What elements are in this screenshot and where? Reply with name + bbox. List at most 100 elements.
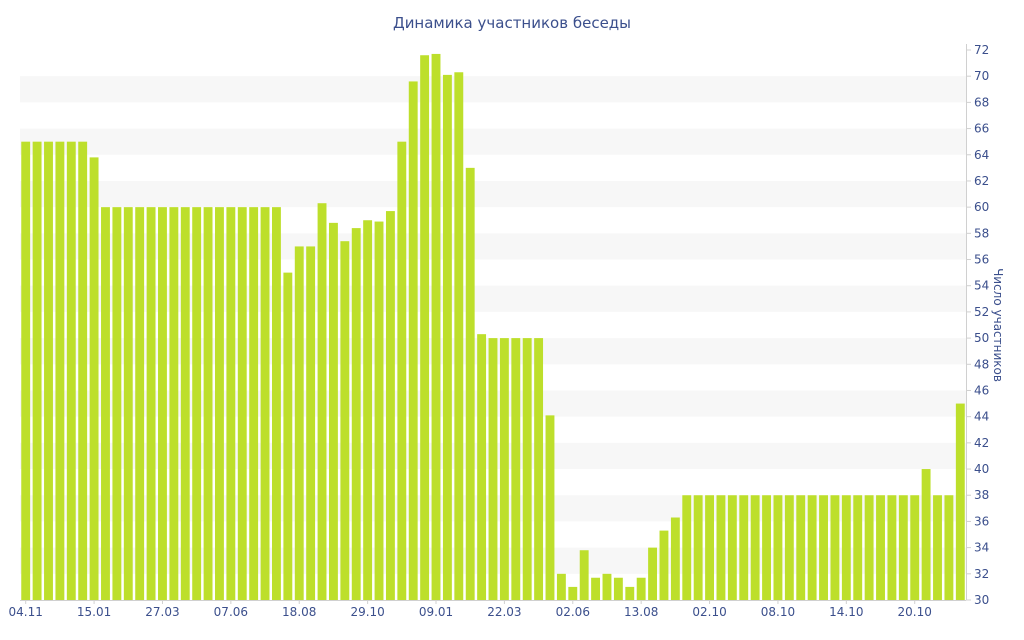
bar[interactable]	[545, 415, 555, 600]
bar[interactable]	[716, 495, 726, 600]
bar[interactable]	[249, 207, 259, 600]
bar[interactable]	[283, 272, 293, 600]
bar[interactable]	[955, 403, 965, 600]
bar[interactable]	[682, 495, 692, 600]
bar[interactable]	[66, 141, 76, 601]
bar[interactable]	[317, 203, 327, 600]
bar[interactable]	[773, 495, 783, 600]
bar[interactable]	[853, 495, 863, 600]
bar[interactable]	[830, 495, 840, 600]
bar[interactable]	[522, 338, 532, 600]
x-tick-label: 20.10	[898, 605, 932, 619]
bar[interactable]	[89, 157, 99, 600]
x-tick-label: 02.06	[556, 605, 590, 619]
bar[interactable]	[488, 338, 498, 600]
bar[interactable]	[169, 207, 179, 600]
bar[interactable]	[784, 495, 794, 600]
y-tick-label: 36	[974, 514, 989, 528]
bar[interactable]	[101, 207, 110, 600]
bar[interactable]	[226, 207, 236, 600]
bar[interactable]	[420, 55, 430, 601]
grid-band	[20, 180, 966, 208]
bar[interactable]	[123, 207, 133, 600]
bar[interactable]	[602, 573, 612, 600]
bar[interactable]	[158, 207, 167, 600]
bar[interactable]	[648, 547, 658, 600]
bar[interactable]	[465, 167, 475, 601]
x-tick-label: 15.01	[77, 605, 111, 619]
bar[interactable]	[260, 207, 270, 600]
bar[interactable]	[78, 141, 88, 601]
bar[interactable]	[306, 246, 316, 600]
bar[interactable]	[408, 81, 418, 601]
bar[interactable]	[146, 207, 156, 600]
bar[interactable]	[454, 72, 464, 600]
bar[interactable]	[351, 228, 361, 600]
bar[interactable]	[727, 495, 737, 600]
bar[interactable]	[272, 207, 281, 600]
bar[interactable]	[887, 495, 897, 600]
bar[interactable]	[340, 241, 350, 600]
bar[interactable]	[511, 338, 521, 600]
bar[interactable]	[898, 495, 908, 600]
bar[interactable]	[876, 495, 885, 600]
bar[interactable]	[750, 495, 760, 600]
bar[interactable]	[534, 338, 544, 600]
bar[interactable]	[135, 207, 145, 600]
y-tick-label: 32	[974, 567, 989, 581]
x-tick-label: 18.08	[282, 605, 316, 619]
bar[interactable]	[819, 495, 828, 600]
bar[interactable]	[739, 495, 749, 600]
bar[interactable]	[762, 495, 771, 600]
bar[interactable]	[556, 573, 566, 600]
bar[interactable]	[841, 495, 851, 600]
bar[interactable]	[44, 141, 53, 601]
bar[interactable]	[180, 207, 190, 600]
y-tick-label: 58	[974, 226, 989, 240]
bar[interactable]	[294, 246, 304, 600]
bar[interactable]	[385, 211, 395, 600]
bar[interactable]	[192, 207, 202, 600]
bar[interactable]	[203, 207, 213, 600]
bar[interactable]	[374, 221, 384, 601]
bar[interactable]	[477, 334, 487, 600]
bar[interactable]	[579, 550, 589, 600]
bar[interactable]	[591, 577, 601, 600]
bar[interactable]	[705, 495, 714, 600]
bar[interactable]	[21, 141, 31, 601]
bar[interactable]	[864, 495, 874, 600]
bar[interactable]	[55, 141, 65, 601]
bar[interactable]	[328, 222, 338, 601]
bar[interactable]	[933, 495, 942, 600]
bar[interactable]	[625, 586, 635, 600]
bar[interactable]	[237, 207, 247, 600]
bar[interactable]	[431, 53, 441, 601]
bar[interactable]	[693, 495, 703, 600]
bar[interactable]	[807, 495, 817, 600]
bar[interactable]	[613, 577, 623, 600]
y-tick-label: 52	[974, 305, 989, 319]
bar[interactable]	[910, 495, 920, 600]
bar[interactable]	[112, 207, 122, 600]
bar[interactable]	[659, 530, 669, 600]
y-tick-label: 56	[974, 253, 989, 267]
bar[interactable]	[32, 141, 42, 601]
x-tick-label: 22.03	[487, 605, 521, 619]
bar[interactable]	[944, 495, 954, 600]
bar[interactable]	[499, 338, 509, 600]
bar[interactable]	[215, 207, 224, 600]
bar[interactable]	[670, 517, 680, 601]
bar[interactable]	[363, 220, 373, 601]
y-tick-label: 66	[974, 122, 989, 136]
bar[interactable]	[442, 74, 452, 600]
grid-band	[20, 128, 966, 155]
bar[interactable]	[796, 495, 806, 600]
bar[interactable]	[921, 469, 931, 600]
bars-group	[21, 53, 965, 601]
bar[interactable]	[397, 141, 407, 601]
axes-group: 30 32 34 36 38 40 42 44 46 48 50 52 54 56 58 60 62 64 66 68…	[9, 43, 990, 619]
y-axis-label: Число участников	[991, 268, 1005, 382]
y-tick-label: 34	[974, 541, 989, 555]
bar[interactable]	[636, 577, 646, 600]
bar[interactable]	[568, 586, 578, 600]
